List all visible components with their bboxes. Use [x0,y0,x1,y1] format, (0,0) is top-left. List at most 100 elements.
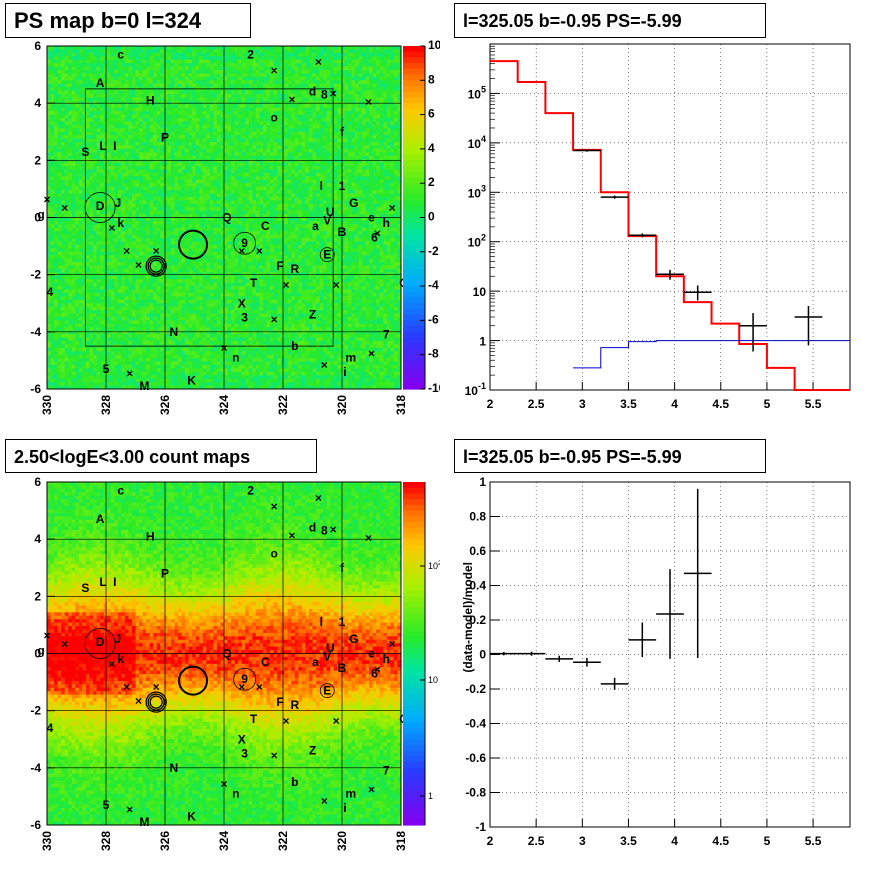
source-label: c [117,48,124,62]
ps-map-title: PS map b=0 l=324 [5,3,251,38]
source-label: A [96,76,105,90]
source-cross: × [282,714,289,728]
count-map-chart: × × × × × × × × × × × × × × × × × × × × × × c 2 Ad 8 Ho P f S L I 1 l Gg D J… [30,475,440,851]
source-label: d [309,85,316,99]
y-tick-label: -6 [30,818,41,832]
x-tick-label: 330 [40,395,54,415]
y-tick-label: 105 [468,84,486,101]
source-cross: × [61,637,68,651]
x-tick-label: 5.5 [805,834,822,848]
source-label: l [320,179,323,193]
source-label: F [276,259,283,273]
x-tick-label: 322 [276,395,290,415]
source-cross: × [271,64,278,78]
target-circle [178,665,209,696]
source-label: b [291,339,298,353]
x-tick-label: 328 [99,395,113,415]
source-label: 7 [383,764,390,778]
x-tick-label: 3.5 [620,834,637,848]
y-tick-label: 2 [34,153,41,167]
source-label: V [323,213,331,227]
source-label: m [346,787,357,801]
y-tick-label: 1 [479,335,486,349]
source-cross: × [61,201,68,215]
heatmap-cells [47,46,402,390]
colorbar-label: 4 [428,141,435,155]
source-label: G [349,632,358,646]
y-tick-label: -0.6 [465,751,486,765]
source-cross: × [333,714,340,728]
target-circle [178,229,209,260]
y-tick-label: -0.2 [465,682,486,696]
source-label: X [238,732,246,746]
source-label: a [312,219,319,233]
source-cross: × [374,663,381,677]
source-circle [147,257,165,275]
spectrum-title: l=325.05 b=-0.95 PS=-5.99 [454,3,766,38]
source-label: e [368,211,375,225]
source-label: n [232,787,239,801]
y-tick-label: 102 [468,233,486,250]
roi-box [84,88,334,347]
x-tick-label: 2.5 [528,397,545,411]
source-label: K [187,373,196,387]
source-label: k [117,652,124,666]
source-cross: × [123,244,130,258]
source-cross: × [238,680,245,694]
source-cross: × [135,258,142,272]
colorbar-label: 10 [428,38,440,52]
y-tick-label: 0 [479,648,486,662]
source-cross: × [330,523,337,537]
source-cross: × [126,367,133,381]
source-label: P [161,130,169,144]
source-label: a [312,655,319,669]
source-cross: × [333,278,340,292]
source-label: B [338,661,347,675]
y-tick-label: 0.6 [469,544,486,558]
source-cross: × [365,95,372,109]
x-tick-label: 4 [671,397,678,411]
colorbar-label: 6 [428,107,435,121]
x-tick-label: 4 [671,834,678,848]
source-circle [149,695,163,709]
source-label: h [383,652,390,666]
colorbar-label: 2 [428,175,435,189]
model-total-line [490,60,850,391]
source-label: I [113,139,116,153]
source-label: l [320,615,323,629]
y-tick-label: 1 [479,475,486,489]
source-cross: × [330,87,337,101]
x-tick-label: 330 [40,831,54,851]
source-label: 6 [371,231,378,245]
source-label: 8 [321,524,328,538]
source-label: 1 [339,615,346,629]
source-label: o [270,110,277,124]
source-label: S [81,581,89,595]
source-label: m [346,351,357,365]
source-cross: × [389,637,396,651]
x-tick-label: 322 [276,831,290,851]
source-label: D [96,199,105,213]
source-label: E [323,684,331,698]
source-label: I [113,575,116,589]
source-label: 2 [247,484,254,498]
colorbar-label: -10 [428,381,440,395]
source-circle [145,255,167,277]
colorbar-label: -8 [428,347,439,361]
x-tick-label: 326 [158,831,172,851]
source-label: H [146,529,155,543]
colorbar [403,482,425,826]
source-label: Z [309,744,316,758]
y-tick-label: 103 [468,183,486,200]
y-axis-label: (data-model)/model [461,562,475,673]
source-circle [147,693,165,711]
source-label: i [343,801,346,815]
y-tick-label: 4 [34,96,41,110]
source-label: T [250,712,258,726]
y-tick-label: 6 [34,39,41,53]
source-cross: × [153,244,160,258]
colorbar-label: 102 [428,561,440,571]
model-source-line [573,340,850,369]
source-label: f [340,561,345,575]
